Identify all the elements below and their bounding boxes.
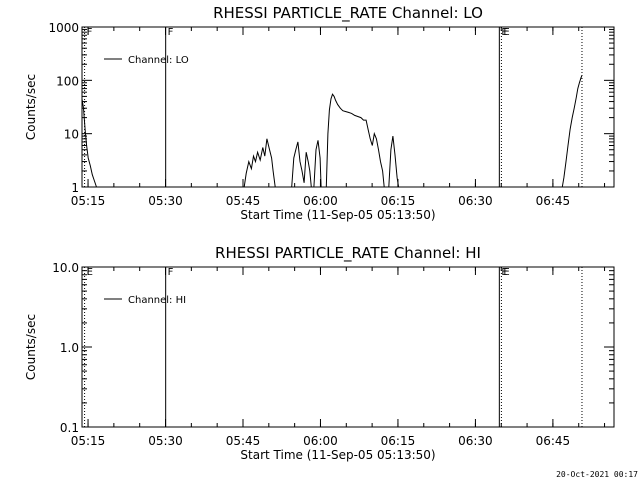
- x-tick-label: 06:00: [303, 194, 338, 208]
- y-tick-label: 100: [56, 74, 79, 88]
- event-marker-label: E: [503, 267, 509, 278]
- x-tick-label: 06:15: [381, 194, 416, 208]
- x-tick-label: 06:30: [458, 434, 493, 448]
- x-axis-label: Start Time (11-Sep-05 05:13:50): [240, 448, 435, 462]
- chart-title: RHESSI PARTICLE_RATE Channel: HI: [215, 244, 481, 263]
- plot-frame: [81, 266, 615, 428]
- event-marker-label: F: [168, 27, 174, 38]
- x-axis-label: Start Time (11-Sep-05 05:13:50): [240, 208, 435, 222]
- x-tick-label: 05:30: [148, 434, 183, 448]
- series-line: [388, 136, 400, 187]
- x-tick-label: 06:00: [303, 434, 338, 448]
- series-line: [313, 140, 322, 187]
- legend-label: Channel: HI: [128, 295, 186, 306]
- event-marker-label: E: [503, 27, 509, 38]
- plot-frame: [81, 26, 615, 188]
- x-tick-label: 06:15: [381, 434, 416, 448]
- x-tick-label: 05:15: [71, 434, 106, 448]
- y-tick-label: 0.1: [60, 421, 79, 435]
- x-tick-label: 05:15: [71, 194, 106, 208]
- legend-label: Channel: LO: [128, 55, 189, 66]
- series-line: [325, 93, 385, 187]
- y-tick-label: 1000: [48, 21, 79, 35]
- y-tick-label: 1.0: [60, 341, 79, 355]
- series-line: [82, 98, 97, 187]
- series-line: [243, 138, 276, 187]
- footer-timestamp: 20-Oct-2021 00:17: [556, 470, 638, 479]
- event-marker-label: E: [501, 27, 507, 38]
- x-tick-label: 06:45: [536, 434, 571, 448]
- series-line: [291, 141, 312, 187]
- x-tick-label: 06:45: [536, 194, 571, 208]
- x-tick-label: 05:30: [148, 194, 183, 208]
- x-tick-label: 05:45: [226, 434, 261, 448]
- event-marker-label: E: [501, 267, 507, 278]
- chart-panel-2: RHESSI PARTICLE_RATE Channel: HI 05:15 05:…: [24, 244, 615, 462]
- event-marker-label: F: [87, 27, 93, 38]
- chart-panel-1: RHESSI PARTICLE_RATE Channel: LO 05:15 05:…: [24, 4, 615, 222]
- event-marker-label: F: [168, 267, 174, 278]
- x-tick-label: 06:30: [458, 194, 493, 208]
- series-line: [561, 75, 583, 187]
- y-tick-label: 10.0: [52, 261, 79, 275]
- y-axis-label: Counts/sec: [24, 74, 38, 140]
- y-axis-label: Counts/sec: [24, 314, 38, 380]
- x-tick-label: 05:45: [226, 194, 261, 208]
- event-marker-label: E: [87, 267, 93, 278]
- chart-title: RHESSI PARTICLE_RATE Channel: LO: [213, 4, 483, 23]
- y-tick-label: 1: [71, 181, 79, 195]
- y-tick-label: 10: [64, 128, 79, 142]
